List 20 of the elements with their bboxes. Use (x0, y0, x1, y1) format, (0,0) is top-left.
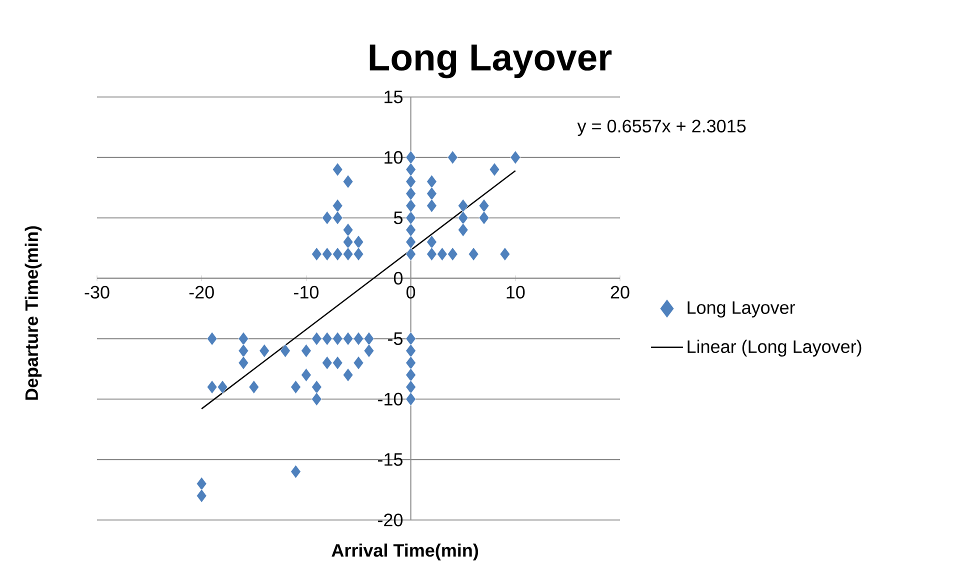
chart-title: Long Layover (370, 44, 612, 78)
x-tick-label: 20 (610, 286, 630, 299)
y-tick-label: 5 (394, 212, 402, 224)
x-tick-label: 0 (406, 286, 416, 299)
x-axis-title: Arrival Time(min) (332, 544, 478, 560)
x-tick-label: -20 (189, 286, 214, 299)
y-tick-label: -5 (388, 332, 402, 345)
x-tick-label: -10 (294, 286, 319, 299)
x-tick-label: -30 (84, 286, 110, 299)
y-tick-label: -15 (378, 453, 402, 466)
y-tick-label: 10 (384, 151, 403, 164)
x-tick-label: 10 (506, 286, 525, 299)
annotation: y = 0.6557x + 2.3015 (577, 120, 746, 136)
y-tick-label: 0 (394, 272, 403, 285)
legend-label: Linear (Long Layover) (688, 340, 862, 357)
y-axis-title: Departure Time(min) (24, 226, 42, 400)
y-tick-label: -10 (378, 392, 403, 406)
y-tick-label: 15 (384, 90, 402, 104)
y-tick-label: -20 (378, 514, 403, 526)
legend-label: Long Layover (688, 301, 796, 318)
